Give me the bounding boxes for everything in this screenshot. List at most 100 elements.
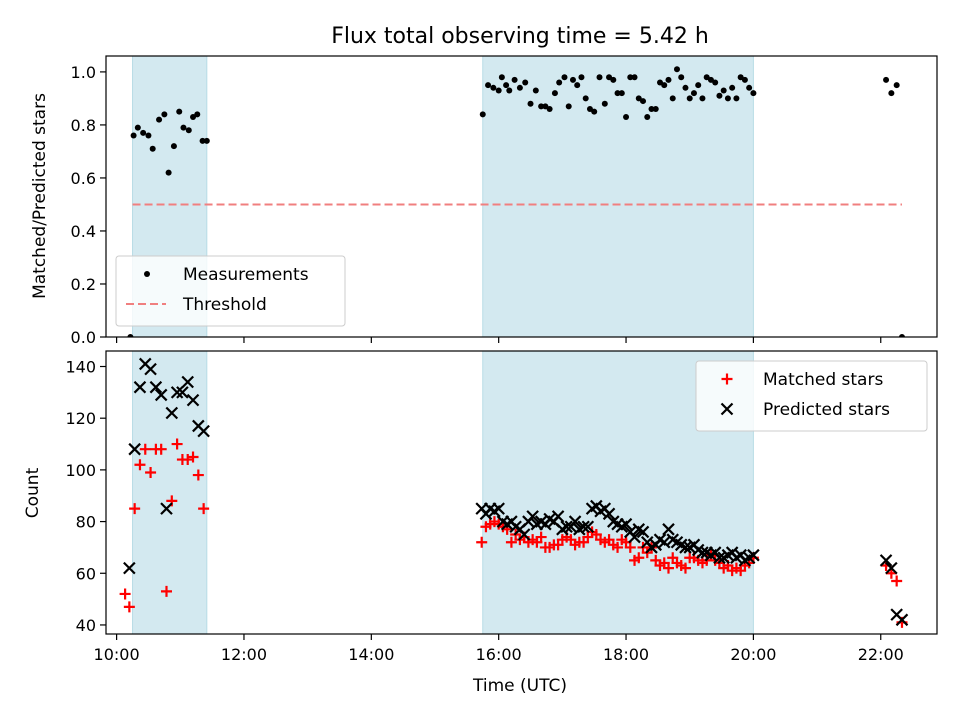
measurement-point <box>485 82 492 89</box>
measurement-point <box>720 87 727 94</box>
measurement-point <box>699 95 706 102</box>
legend-label: Measurements <box>183 265 309 285</box>
matched-star-point <box>535 531 547 543</box>
matched-star-point <box>171 438 183 450</box>
measurement-point <box>134 124 141 131</box>
measurement-point <box>161 111 168 118</box>
measurement-point <box>888 90 895 97</box>
measurement-point <box>733 95 740 102</box>
measurement-point <box>574 82 581 89</box>
measurement-point <box>127 334 134 337</box>
matched-star-point <box>160 585 172 597</box>
matched-star-point <box>145 466 157 478</box>
matched-star-point <box>155 443 167 455</box>
predicted-star-point <box>186 393 200 407</box>
measurement-point <box>498 74 505 81</box>
matched-star-point <box>505 536 517 548</box>
measurement-point <box>623 113 630 120</box>
measurement-point <box>652 106 659 113</box>
y-tick-label: 0.2 <box>71 275 96 294</box>
predicted-star-point <box>170 386 184 399</box>
measurement-point <box>490 84 497 91</box>
y-tick-label: 0.8 <box>71 116 96 135</box>
measurement-point <box>669 95 676 102</box>
predicted-star-point <box>568 515 582 528</box>
predicted-star-point <box>133 380 147 394</box>
legend-box <box>115 255 346 327</box>
plot-area <box>119 357 909 628</box>
measurement-point <box>551 90 558 97</box>
legend: Matched stars Predicted stars <box>695 360 928 432</box>
measurement-point <box>695 82 702 89</box>
matched-star-point <box>119 588 131 600</box>
predicted-star-point <box>679 541 692 554</box>
predicted-star-point <box>128 442 141 456</box>
predicted-star-point <box>657 535 671 549</box>
observing-window-band <box>482 55 754 338</box>
measurement-point <box>578 74 585 81</box>
measurement-point <box>716 92 723 99</box>
matched-star-point <box>198 503 210 515</box>
x-tick-label: 12:00 <box>221 645 267 664</box>
measurement-point <box>527 100 534 107</box>
measurement-point <box>546 106 553 113</box>
predicted-star-point <box>747 548 760 562</box>
measurement-point <box>686 95 693 102</box>
measurement-point <box>601 100 608 107</box>
legend-box <box>695 360 928 432</box>
measurement-point <box>631 74 638 81</box>
measurement-point <box>516 84 523 91</box>
predicted-star-point <box>123 561 136 575</box>
legend-label: Matched stars <box>763 370 883 390</box>
predicted-star-point <box>144 362 157 376</box>
plot-area <box>127 66 905 337</box>
measurement-point <box>690 90 697 97</box>
y-tick-label: 140 <box>65 358 96 377</box>
x-tick-label: 10:00 <box>94 645 140 664</box>
predicted-star-point <box>895 613 909 627</box>
measurement-point <box>180 124 187 131</box>
predicted-star-point <box>154 388 168 402</box>
measurement-point <box>199 137 206 144</box>
legend: Measurements Threshold <box>115 255 346 327</box>
measurement-point <box>893 82 900 89</box>
measurement-point <box>750 90 757 97</box>
predicted-star-point <box>879 554 893 567</box>
measurement-point <box>665 76 672 83</box>
matched-star-point <box>891 575 903 587</box>
measurement-point <box>678 74 685 81</box>
predicted-star-point <box>581 520 595 534</box>
predicted-star-point <box>492 502 505 515</box>
measurement-point <box>538 103 545 110</box>
measurement-point <box>898 334 905 337</box>
legend-marker <box>720 402 734 416</box>
y-tick-label: 120 <box>65 409 96 428</box>
y-tick-label: 60 <box>76 564 96 583</box>
plot-frame <box>105 55 938 338</box>
measurement-point <box>569 76 576 83</box>
measurement-point <box>673 66 680 73</box>
matched-star-point <box>139 443 151 455</box>
measurement-point <box>532 87 539 94</box>
predicted-star-point <box>181 375 194 389</box>
measurement-point <box>130 132 137 139</box>
predicted-star-point <box>560 520 573 534</box>
measurement-point <box>883 76 890 83</box>
matched-star-point <box>192 469 204 481</box>
measurement-point <box>724 95 731 102</box>
predicted-star-point <box>526 510 539 523</box>
predicted-star-point <box>160 502 173 515</box>
predicted-star-point <box>713 551 726 565</box>
predicted-star-point <box>636 525 650 539</box>
measurement-point <box>176 108 183 115</box>
predicted-star-point <box>602 507 616 521</box>
measurement-point <box>511 76 518 83</box>
predicted-star-point <box>149 380 163 394</box>
predicted-star-point <box>551 510 565 523</box>
measurement-point <box>746 84 753 91</box>
matched-star-point <box>662 562 674 574</box>
y-tick-label: 0.4 <box>71 222 96 241</box>
measurement-point <box>565 103 572 110</box>
measurement-point <box>194 111 201 118</box>
